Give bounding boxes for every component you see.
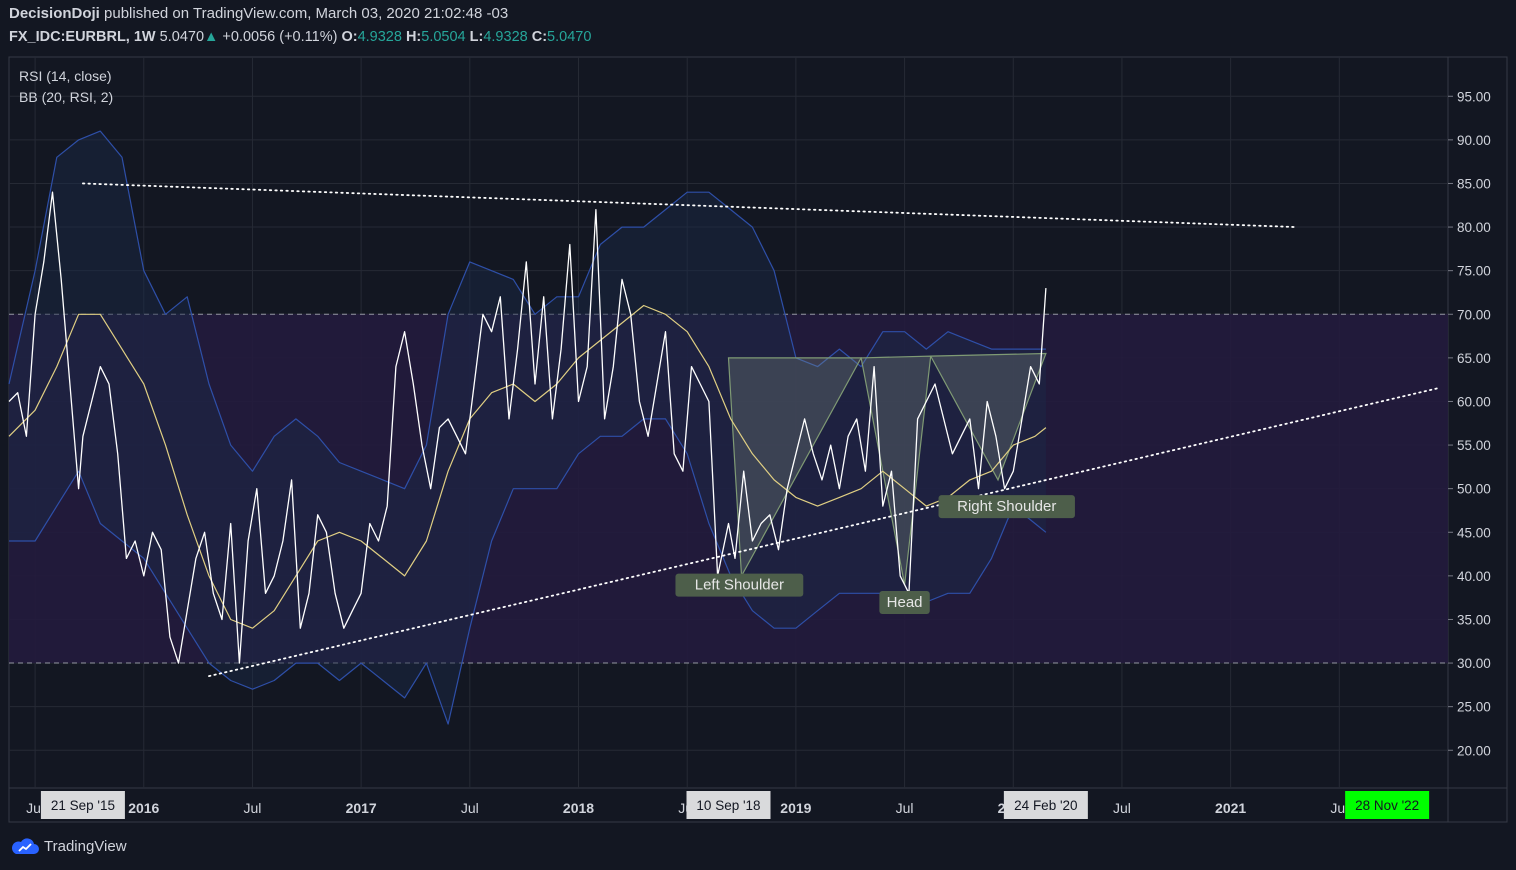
time-highlight-box (40, 791, 125, 819)
time-tick-label: 2018 (563, 800, 594, 816)
price-tick-label: 60.00 (1457, 394, 1491, 409)
price-tick-label: 25.00 (1457, 700, 1491, 715)
time-highlight-text: 28 Nov '22 (1355, 798, 1419, 813)
high-value: 5.0504 (421, 29, 466, 45)
time-highlight-badge: 24 Feb '20 (1003, 791, 1088, 819)
price-tick-label: 70.00 (1457, 307, 1491, 322)
publish-text: published on TradingView.com, March 03, … (104, 5, 509, 22)
price-tick-label: 30.00 (1457, 656, 1491, 671)
bb-basis-line (8, 304, 1047, 629)
close-value: 5.0470 (547, 29, 592, 45)
time-tick-label: Jul (896, 800, 914, 816)
price-tick-label: 80.00 (1457, 220, 1491, 235)
price-tick-label: 95.00 (1457, 89, 1491, 104)
low-value: 4.9328 (483, 29, 528, 45)
price-tick-label: 40.00 (1457, 569, 1491, 584)
time-highlight-box (1345, 791, 1430, 819)
low-label: L: (469, 29, 484, 45)
price-tick-label: 50.00 (1457, 482, 1491, 497)
time-tick-label: Jul (461, 800, 479, 816)
time-highlight-box (1003, 791, 1088, 819)
pattern-label-box (879, 591, 930, 615)
time-tick-label: Jul (26, 800, 44, 816)
price-tick-label: 55.00 (1457, 438, 1491, 453)
bb-upper-line (8, 130, 1046, 490)
time-highlight-text: 24 Feb '20 (1014, 798, 1077, 813)
trendline (82, 182, 1297, 228)
time-highlight-badge: 21 Sep '15 (40, 791, 125, 819)
price-tick-label: 35.00 (1457, 612, 1491, 627)
price-change: +0.0056 (+0.11%) (222, 29, 338, 45)
symbol-legend: FX_IDC:EURBRL, 1W 5.0470▲ +0.0056 (+0.11… (9, 29, 591, 45)
pattern-label-box (675, 573, 804, 597)
pattern-label-text: Head (887, 594, 923, 611)
pattern-label: Head (879, 591, 930, 615)
time-highlight-text: 10 Sep '18 (696, 798, 760, 813)
price-tick-label: 45.00 (1457, 525, 1491, 540)
time-tick-label: Jul (1330, 800, 1348, 816)
pattern-label-box (938, 495, 1075, 519)
high-label: H: (405, 29, 422, 45)
pattern-label-text: Left Shoulder (695, 577, 784, 594)
price-tick-label: 75.00 (1457, 264, 1491, 279)
rsi-line (8, 191, 1047, 664)
rsi-zone-fill (9, 314, 1448, 664)
time-highlight-box (686, 791, 771, 819)
time-tick-label: 2021 (1215, 800, 1246, 816)
pattern-label-text: Right Shoulder (957, 498, 1056, 515)
open-value: 4.9328 (357, 29, 402, 45)
open-label: O: (341, 29, 358, 45)
bb-indicator-label[interactable]: BB (20, RSI, 2) (19, 89, 114, 105)
publish-info: DecisionDoji published on TradingView.co… (9, 5, 508, 22)
pattern-label: Right Shoulder (938, 495, 1075, 519)
price-tick-label: 85.00 (1457, 176, 1491, 191)
time-highlight-text: 21 Sep '15 (51, 798, 115, 813)
time-tick-label: 2016 (128, 800, 159, 816)
price-tick-label: 65.00 (1457, 351, 1491, 366)
price-tick-label: 90.00 (1457, 133, 1491, 148)
close-label: C: (531, 29, 548, 45)
price-tick-label: 20.00 (1457, 743, 1491, 758)
symbol-name[interactable]: FX_IDC:EURBRL, 1W (9, 29, 156, 45)
pattern-label: Left Shoulder (675, 573, 804, 597)
brand-name: TradingView (44, 837, 127, 855)
time-highlight-badge: 10 Sep '18 (686, 791, 771, 819)
last-price: 5.0470 (159, 29, 205, 45)
author-name[interactable]: DecisionDoji (9, 5, 100, 22)
pattern-triangle (727, 357, 863, 579)
time-tick-label: 2019 (780, 800, 811, 816)
cloud-icon (12, 838, 40, 854)
trendline (208, 387, 1439, 678)
tradingview-logo[interactable]: TradingView (10, 836, 127, 856)
time-tick-label: 2017 (346, 800, 377, 816)
rsi-indicator-label[interactable]: RSI (14, close) (19, 68, 112, 84)
time-tick-label: Jul (244, 800, 262, 816)
time-highlight-badge: 28 Nov '22 (1345, 791, 1430, 819)
time-tick-label: Jul (1113, 800, 1131, 816)
up-arrow-icon: ▲ (204, 29, 219, 45)
